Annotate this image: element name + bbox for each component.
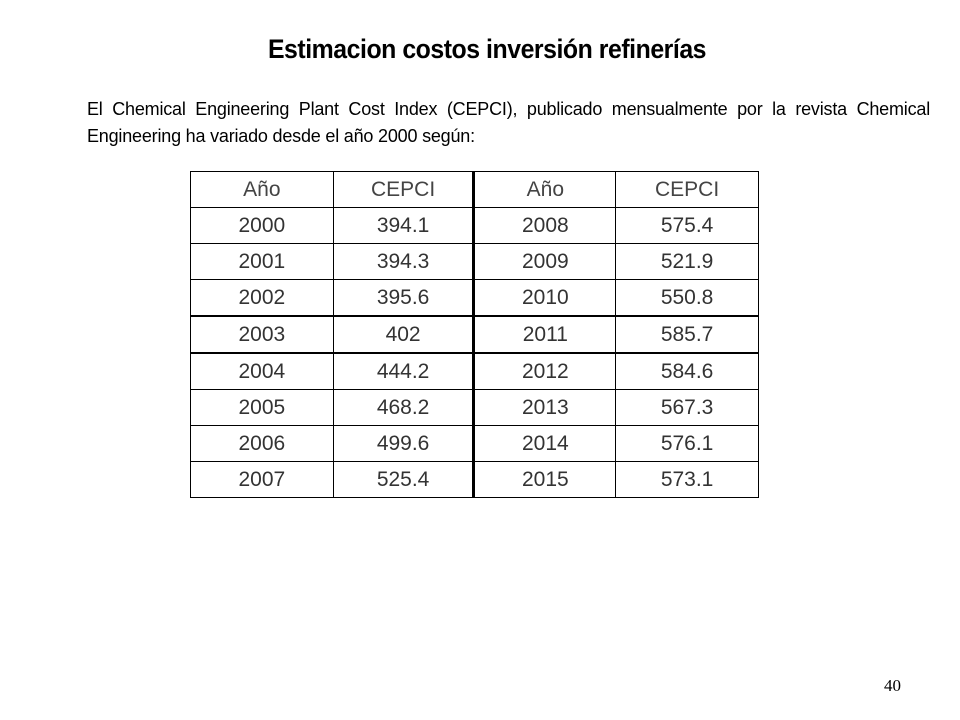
year-cell: 2013: [472, 389, 617, 426]
year-cell: 2011: [472, 315, 617, 354]
cepci-cell: 444.2: [332, 352, 475, 390]
cepci-cell: 567.3: [615, 389, 759, 426]
year-cell: 2009: [472, 243, 617, 280]
intro-paragraph: El Chemical Engineering Plant Cost Index…: [87, 99, 930, 146]
year-cell: 2000: [190, 207, 334, 244]
table-row: 2003 402 2011 585.7: [190, 315, 759, 354]
year-cell: 2014: [472, 425, 617, 462]
year-cell: 2005: [190, 389, 334, 426]
cepci-cell: 394.3: [332, 243, 475, 280]
cepci-cell: 584.6: [615, 352, 759, 390]
cepci-cell: 402: [332, 315, 475, 354]
cepci-cell: 525.4: [332, 461, 475, 498]
year-cell: 2004: [190, 352, 334, 390]
cepci-cell: 575.4: [615, 207, 759, 244]
table-row: 2000 394.1 2008 575.4: [190, 207, 759, 244]
table-header-row: Año CEPCI Año CEPCI: [190, 171, 759, 208]
cepci-cell: 576.1: [615, 425, 759, 462]
slide-title: Estimacion costos inversión refinerías: [267, 34, 707, 64]
year-cell: 2012: [472, 352, 617, 390]
cepci-cell: 468.2: [332, 389, 475, 426]
table-row: 2002 395.6 2010 550.8: [190, 279, 759, 317]
table-row: 2001 394.3 2009 521.9: [190, 243, 759, 280]
cepci-cell: 395.6: [332, 279, 475, 317]
year-cell: 2015: [472, 461, 617, 498]
header-year-right: Año: [472, 171, 617, 208]
table-row: 2004 444.2 2012 584.6: [190, 352, 759, 390]
year-cell: 2007: [190, 461, 334, 498]
cepci-cell: 550.8: [615, 279, 759, 317]
page-number: 40: [884, 676, 901, 695]
year-cell: 2001: [190, 243, 334, 280]
header-cepci-left: CEPCI: [332, 171, 475, 208]
cepci-cell: 394.1: [332, 207, 475, 244]
table-row: 2006 499.6 2014 576.1: [190, 425, 759, 462]
table-row: 2007 525.4 2015 573.1: [190, 461, 759, 498]
year-cell: 2002: [190, 279, 334, 317]
cepci-cell: 573.1: [615, 461, 759, 498]
header-year-left: Año: [190, 171, 334, 208]
cepci-cell: 499.6: [332, 425, 475, 462]
table-row: 2005 468.2 2013 567.3: [190, 389, 759, 426]
year-cell: 2006: [190, 425, 334, 462]
year-cell: 2003: [190, 315, 334, 354]
header-cepci-right: CEPCI: [615, 171, 759, 208]
cepci-cell: 585.7: [615, 315, 759, 354]
year-cell: 2008: [472, 207, 617, 244]
cepci-cell: 521.9: [615, 243, 759, 280]
cepci-table: Año CEPCI Año CEPCI 2000 394.1 2008 575.…: [190, 171, 759, 498]
year-cell: 2010: [472, 279, 617, 317]
